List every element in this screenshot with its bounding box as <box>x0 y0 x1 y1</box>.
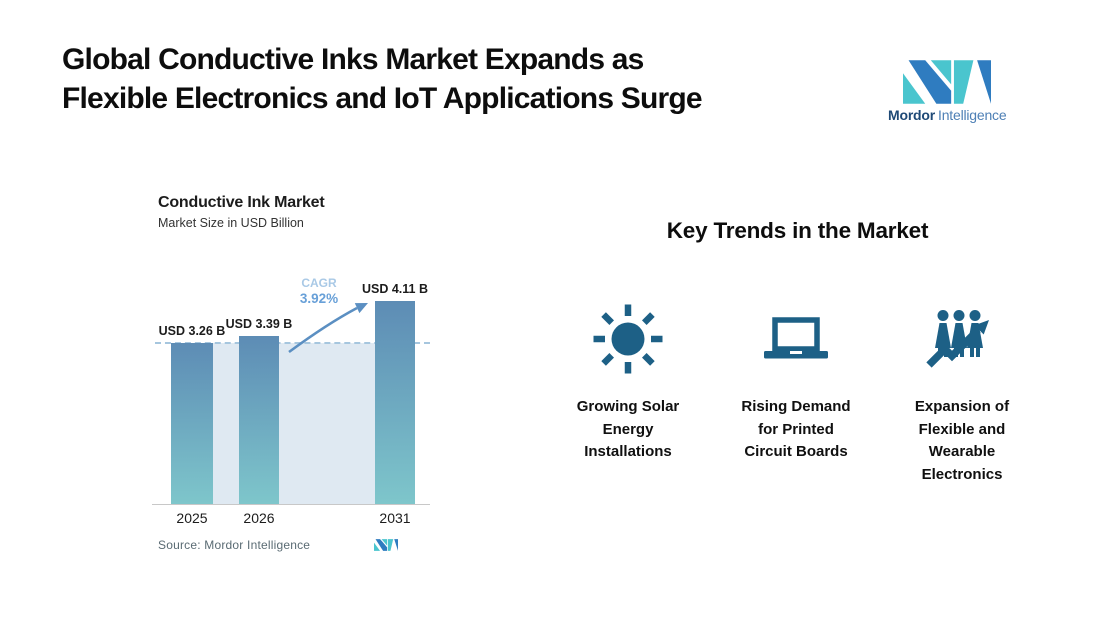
chart-title: Conductive Ink Market <box>158 194 325 211</box>
cagr-label: CAGR <box>301 276 337 290</box>
year-label-2031: 2031 <box>379 510 411 526</box>
trend-item-pcb: Rising Demand for Printed Circuit Boards <box>716 296 876 464</box>
page-title: Global Conductive Inks Market Expands as… <box>62 43 703 115</box>
cagr-annotation: CAGR 3.92% <box>287 276 351 306</box>
cagr-value: 3.92% <box>299 291 339 306</box>
mordor-logo-icon-small <box>374 539 398 551</box>
bar-chart-plot: USD 3.26 B USD 3.39 B USD 4.11 B CAGR 3.… <box>152 240 430 526</box>
bar-value-label-2026: USD 3.39 B <box>225 317 293 331</box>
brand-wordmark: Mordor Intelligence <box>888 107 1007 123</box>
bar-2026 <box>239 336 279 504</box>
trend-label-wearables: Expansion of Flexible and Wearable Electron… <box>914 398 1010 483</box>
growth-arrow-icon <box>288 303 368 354</box>
source-row: Source: Mordor Intelligence <box>158 538 398 552</box>
laptop-icon <box>764 317 828 359</box>
people-growth-icon <box>926 310 989 368</box>
year-label-2026: 2026 <box>243 510 275 526</box>
bar-2025 <box>171 343 213 504</box>
bar-value-label-2031: USD 4.11 B <box>361 282 428 296</box>
mordor-intelligence-logo: Mordor Intelligence <box>888 60 1007 123</box>
trend-item-solar: Growing Solar Energy Installations <box>548 296 708 464</box>
brand-name-primary: Mordor <box>888 107 936 123</box>
source-text: Source: Mordor Intelligence <box>158 538 311 552</box>
sun-icon <box>593 304 663 374</box>
bar-2031 <box>375 301 415 504</box>
trend-label-pcb: Rising Demand for Printed Circuit Boards <box>741 398 851 460</box>
trends-heading: Key Trends in the Market <box>666 218 929 243</box>
bar-value-label-2025: USD 3.26 B <box>158 324 226 338</box>
year-label-2025: 2025 <box>176 510 208 526</box>
brand-name-secondary: Intelligence <box>938 107 1007 123</box>
trend-label-solar: Growing Solar Energy Installations <box>576 398 680 460</box>
trend-item-wearables: Expansion of Flexible and Wearable Electron… <box>882 296 1042 486</box>
mordor-logo-icon <box>903 60 991 104</box>
reference-dashed-line <box>155 342 430 344</box>
chart-subtitle: Market Size in USD Billion <box>158 216 304 230</box>
